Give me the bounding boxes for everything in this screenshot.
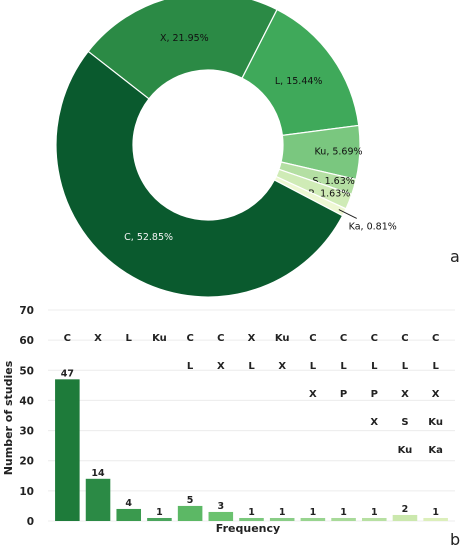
category-label: L — [402, 361, 409, 372]
y-tick-label: 40 — [19, 395, 34, 407]
y-tick-label: 0 — [27, 516, 34, 528]
bar-value-label: 1 — [340, 507, 347, 518]
donut-label-p: P, 1.63% — [308, 189, 350, 200]
bar-c-l-p — [331, 517, 356, 521]
donut-slice-c — [55, 50, 344, 298]
bar-value-label: 47 — [61, 368, 74, 379]
category-label: L — [340, 361, 347, 372]
category-label: L — [187, 361, 194, 372]
bar-l — [116, 508, 142, 521]
y-tick-label: 50 — [19, 365, 34, 377]
category-label: C — [217, 333, 224, 344]
bar-c — [55, 379, 80, 521]
y-tick-label: 60 — [19, 335, 34, 347]
category-label: C — [64, 333, 71, 344]
category-label: S — [401, 417, 408, 428]
bar-value-label: 14 — [91, 468, 105, 479]
bar-c-l-p-x — [361, 517, 387, 521]
category-label: L — [371, 361, 378, 372]
category-label: X — [217, 361, 225, 372]
bar-value-label: 1 — [310, 507, 317, 518]
category-label: Ka — [428, 445, 443, 456]
y-axis-label: Number of studies — [2, 360, 15, 475]
category-label: X — [94, 333, 102, 344]
category-label: X — [278, 361, 286, 372]
bar-value-label: 1 — [432, 507, 439, 518]
bar-c-l-x — [300, 517, 326, 521]
bar-value-label: 2 — [402, 504, 409, 515]
category-label: C — [401, 333, 408, 344]
category-label: X — [401, 389, 409, 400]
donut-label-c: C, 52.85% — [124, 232, 173, 243]
bar-value-label: 4 — [125, 498, 132, 509]
donut-label-ka: Ka, 0.81% — [349, 221, 397, 232]
bar-c-l-x-ku-ka — [423, 517, 448, 521]
category-label: C — [340, 333, 347, 344]
bar-c-l-x-s-ku — [392, 514, 418, 521]
category-label: X — [370, 417, 378, 428]
bar-x — [85, 478, 111, 521]
bar-value-label: 3 — [217, 501, 224, 512]
panel-label-a: a — [450, 247, 460, 266]
bar-ku-x — [269, 517, 295, 521]
category-label: L — [248, 361, 255, 372]
category-label: X — [432, 389, 440, 400]
category-label: P — [340, 389, 347, 400]
bar-chart: 0 10 20 30 40 50 60 70 47 C 14 X 4 L 1 Ku 5 C L 3 C X 1 X L 1 Ku X 1… — [19, 305, 455, 528]
bar-ku — [147, 517, 172, 521]
bar-x-l — [239, 517, 264, 521]
category-label: X — [309, 389, 317, 400]
bar-value-label: 5 — [187, 495, 194, 506]
donut-label-x: X, 21.95% — [160, 33, 209, 44]
donut-chart: X, 21.95% L, 15.44% Ku, 5.69% S, 1.63% P, 1.… — [55, 0, 397, 298]
bar-value-label: 1 — [156, 507, 163, 518]
donut-leader-ka — [338, 209, 357, 219]
category-label: L — [310, 361, 317, 372]
donut-label-l: L, 15.44% — [275, 76, 323, 87]
category-label: X — [248, 333, 256, 344]
category-label: C — [309, 333, 316, 344]
category-label: C — [186, 333, 193, 344]
category-label: P — [371, 389, 378, 400]
y-tick-label: 20 — [19, 456, 34, 468]
bar-c-x — [208, 511, 234, 521]
donut-label-s: S, 1.63% — [313, 176, 355, 187]
category-label: Ku — [428, 417, 443, 428]
category-label: L — [126, 333, 133, 344]
y-tick-label: 30 — [19, 426, 34, 438]
bar-c-l — [177, 505, 203, 521]
donut-slice-x — [87, 0, 278, 100]
y-tick-label: 70 — [19, 305, 34, 317]
bar-value-label: 1 — [371, 507, 378, 518]
panel-label-b: b — [450, 530, 460, 549]
category-label: C — [371, 333, 378, 344]
donut-label-ku: Ku, 5.69% — [315, 146, 363, 157]
x-axis-label: Frequency — [216, 522, 280, 535]
category-label: Ku — [152, 333, 167, 344]
category-label: C — [432, 333, 439, 344]
category-label: Ku — [275, 333, 290, 344]
y-tick-label: 10 — [19, 486, 34, 498]
bar-value-label: 1 — [279, 507, 286, 518]
category-label: Ku — [398, 445, 413, 456]
bar-value-label: 1 — [248, 507, 255, 518]
category-label: L — [432, 361, 439, 372]
